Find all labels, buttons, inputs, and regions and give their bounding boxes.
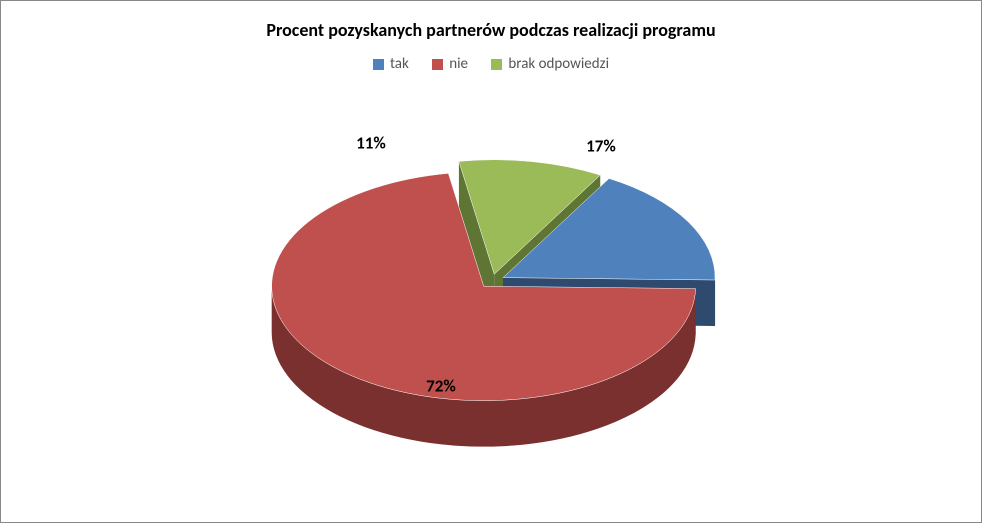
pie-plot: 17% 72% 11%	[1, 86, 982, 506]
legend-item-tak: tak	[373, 55, 409, 73]
legend-label-brak: brak odpowiedzi	[508, 55, 609, 73]
legend: tak nie brak odpowiedzi	[1, 55, 981, 75]
legend-swatch-nie	[432, 59, 443, 70]
legend-item-nie: nie	[432, 55, 468, 73]
pie-svg	[1, 86, 982, 506]
legend-swatch-brak	[491, 59, 502, 70]
data-label-tak: 17%	[586, 136, 616, 157]
chart-title: Procent pozyskanych partnerów podczas re…	[1, 19, 981, 41]
legend-label-tak: tak	[390, 55, 409, 73]
chart-frame: Procent pozyskanych partnerów podczas re…	[0, 0, 982, 523]
data-label-brak: 11%	[356, 133, 386, 154]
legend-item-brak: brak odpowiedzi	[491, 55, 609, 73]
legend-label-nie: nie	[449, 55, 468, 73]
legend-swatch-tak	[373, 59, 384, 70]
data-label-nie: 72%	[426, 376, 456, 397]
